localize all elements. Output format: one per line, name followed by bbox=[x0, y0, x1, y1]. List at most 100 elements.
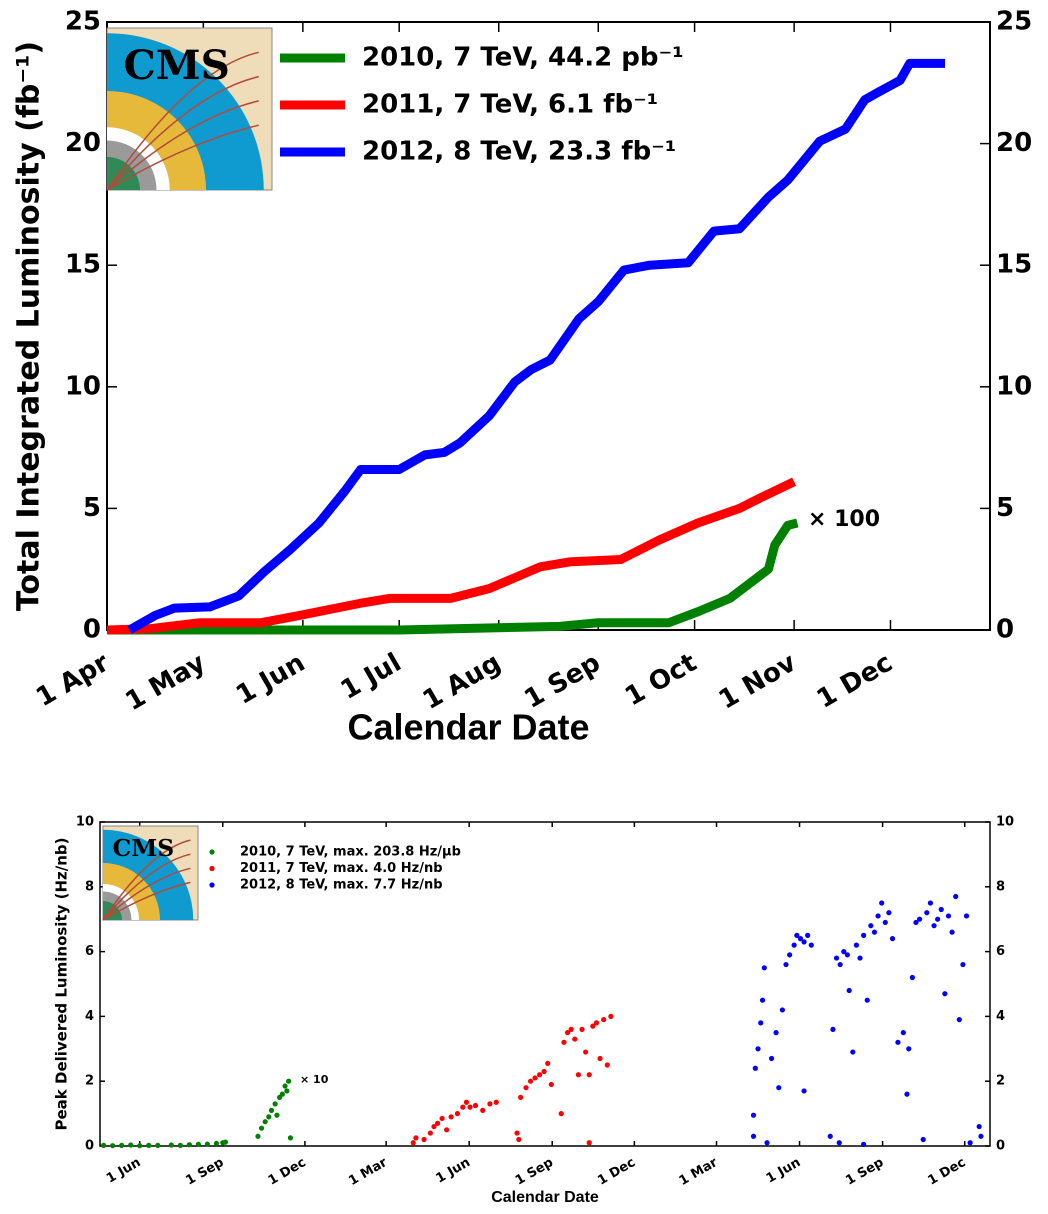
point bbox=[864, 997, 870, 1003]
point bbox=[945, 913, 952, 919]
x-tick-label: 1 Sep bbox=[843, 1155, 886, 1189]
point bbox=[128, 1142, 134, 1148]
point bbox=[846, 987, 852, 994]
point bbox=[286, 1078, 292, 1084]
point bbox=[287, 1135, 294, 1141]
point bbox=[853, 942, 860, 948]
y2-tick-label: 4 bbox=[996, 1009, 1005, 1024]
point bbox=[434, 1120, 441, 1126]
point bbox=[909, 974, 915, 981]
point bbox=[204, 1141, 211, 1147]
x-axis-title: Calendar Date bbox=[491, 1189, 599, 1206]
logo-arc bbox=[107, 157, 140, 190]
x-tick-label: 1 Jul bbox=[336, 648, 407, 706]
point bbox=[758, 1020, 764, 1026]
line bbox=[106, 477, 797, 635]
x-tick-label: 1 Dec bbox=[266, 1155, 309, 1188]
point bbox=[875, 913, 881, 919]
point bbox=[558, 1111, 564, 1117]
y-tick-label: 8 bbox=[85, 879, 94, 894]
y-tick-label: 4 bbox=[85, 1009, 94, 1024]
logo-track bbox=[106, 100, 259, 191]
point bbox=[586, 1140, 592, 1146]
x-tick-label: 1 Mar bbox=[677, 1155, 721, 1189]
logo-track bbox=[102, 853, 191, 921]
point bbox=[949, 929, 955, 935]
point bbox=[773, 1030, 779, 1036]
x-tick-label: 1 Jun bbox=[104, 1155, 143, 1186]
point bbox=[844, 952, 850, 958]
x-tick-label: 1 Oct bbox=[620, 648, 702, 713]
point bbox=[548, 1081, 554, 1088]
x-tick-label: 1 Sep bbox=[519, 648, 605, 715]
point bbox=[841, 949, 847, 955]
point bbox=[155, 1142, 161, 1148]
point bbox=[931, 923, 937, 929]
y-tick-label: 0 bbox=[85, 1139, 94, 1154]
point bbox=[586, 1072, 592, 1078]
point bbox=[186, 1142, 192, 1148]
y2-tick-label: 0 bbox=[996, 615, 1014, 645]
logo-track bbox=[102, 839, 191, 921]
logo-track bbox=[102, 867, 191, 921]
point bbox=[561, 1039, 567, 1045]
y2-tick-label: 5 bbox=[996, 493, 1014, 523]
point bbox=[431, 1123, 437, 1130]
point bbox=[255, 1133, 261, 1139]
x-tick-label: 1 May bbox=[120, 648, 210, 717]
y2-tick-label: 8 bbox=[996, 879, 1005, 894]
point bbox=[889, 936, 896, 942]
x-tick-label: 1 Dec bbox=[812, 648, 898, 715]
point bbox=[882, 919, 888, 926]
point bbox=[861, 1141, 867, 1147]
point bbox=[518, 1094, 524, 1100]
logo-track bbox=[106, 124, 259, 191]
x-tick-label: 1 Jun bbox=[433, 1155, 472, 1186]
point bbox=[413, 1135, 419, 1141]
point bbox=[467, 1104, 473, 1110]
point bbox=[583, 1049, 589, 1055]
x-axis-title: Calendar Date bbox=[347, 707, 589, 748]
y2-tick-label: 2 bbox=[996, 1074, 1005, 1089]
x-tick-label: 1 Mar bbox=[346, 1155, 390, 1189]
y-axis-title: Total Integrated Luminosity (fb⁻¹) bbox=[12, 41, 47, 611]
point bbox=[282, 1083, 288, 1089]
point bbox=[886, 910, 892, 916]
y-tick-label: 25 bbox=[65, 7, 101, 37]
point bbox=[953, 893, 959, 900]
point bbox=[448, 1114, 454, 1120]
y-tick-label: 10 bbox=[65, 371, 101, 401]
point bbox=[168, 1142, 174, 1148]
point bbox=[830, 1026, 836, 1032]
point bbox=[850, 1049, 856, 1055]
y2-tick-label: 10 bbox=[996, 371, 1032, 401]
point bbox=[575, 1072, 581, 1078]
point bbox=[776, 1085, 782, 1091]
point bbox=[258, 1125, 265, 1131]
point bbox=[895, 1039, 901, 1045]
point bbox=[541, 1068, 547, 1075]
point bbox=[801, 1088, 807, 1094]
point bbox=[146, 1142, 152, 1148]
point bbox=[597, 1055, 603, 1062]
point bbox=[608, 1013, 614, 1020]
x-tick-label: 1 Jun bbox=[231, 648, 310, 711]
point bbox=[545, 1060, 551, 1066]
point bbox=[222, 1139, 229, 1145]
point bbox=[906, 1046, 912, 1052]
x-tick-label: 1 Dec bbox=[926, 1155, 969, 1188]
point bbox=[421, 1136, 427, 1143]
logo-text: CMS bbox=[113, 834, 175, 862]
x-tick-label: 1 Jun bbox=[764, 1155, 803, 1186]
point bbox=[460, 1104, 466, 1110]
point bbox=[454, 1111, 461, 1117]
point bbox=[787, 952, 793, 958]
point bbox=[956, 1017, 962, 1023]
point bbox=[916, 916, 923, 922]
point bbox=[920, 1136, 926, 1143]
legend-label: 2011, 7 TeV, 6.1 fb⁻¹ bbox=[362, 90, 658, 120]
point bbox=[564, 1030, 571, 1036]
legend-label: 2012, 8 TeV, 23.3 fb⁻¹ bbox=[362, 137, 676, 167]
y2-tick-label: 15 bbox=[996, 250, 1032, 280]
legend-label: 2010, 7 TeV, max. 203.8 Hz/μb bbox=[240, 845, 461, 860]
